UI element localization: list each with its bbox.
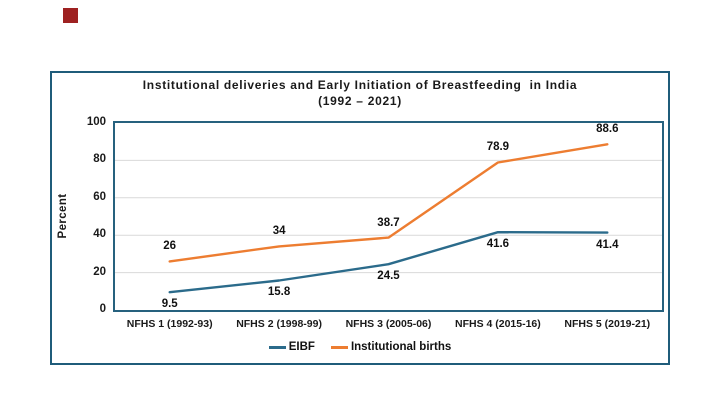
data-label: 41.6 bbox=[486, 238, 510, 251]
chart-title-line1: Institutional deliveries and Early Initi… bbox=[142, 78, 578, 92]
data-label: 24.5 bbox=[377, 270, 400, 283]
x-axis-label: NFHS 2 (1998-99) bbox=[236, 318, 322, 330]
x-axis-label: NFHS 4 (2015-16) bbox=[454, 318, 541, 330]
y-tick-label: 60 bbox=[93, 190, 106, 203]
data-label: 38.7 bbox=[377, 216, 400, 229]
legend-item-institutional-births: Institutional births bbox=[330, 341, 452, 353]
data-label: 78.9 bbox=[486, 141, 510, 154]
data-label: 34 bbox=[272, 225, 286, 238]
corner-square-decoration bbox=[63, 8, 78, 23]
data-label: 88.6 bbox=[596, 123, 619, 136]
series-line-eibf bbox=[168, 230, 609, 294]
y-tick-label: 100 bbox=[86, 116, 106, 128]
data-label: 41.4 bbox=[596, 238, 619, 251]
data-label: 9.5 bbox=[161, 298, 178, 311]
legend-label: Institutional births bbox=[350, 341, 452, 353]
y-tick-label: 80 bbox=[93, 153, 106, 166]
legend: EIBF Institutional births bbox=[50, 341, 670, 353]
legend-label: EIBF bbox=[288, 341, 315, 353]
series-line-institutional-births bbox=[168, 143, 609, 263]
legend-line-swatch bbox=[330, 345, 348, 349]
x-axis-label: NFHS 1 (1992-93) bbox=[126, 318, 213, 330]
chart-title-line2: (1992 – 2021) bbox=[318, 94, 402, 108]
data-label: 26 bbox=[163, 240, 177, 253]
x-axis-label: NFHS 5 (2019-21) bbox=[564, 318, 651, 330]
y-tick-label: 20 bbox=[93, 265, 106, 278]
legend-line-swatch bbox=[268, 345, 286, 349]
y-tick-label: 40 bbox=[93, 228, 106, 241]
chart-frame bbox=[50, 71, 670, 365]
x-axis-label: NFHS 3 (2005-06) bbox=[345, 318, 432, 330]
data-label: 15.8 bbox=[267, 286, 291, 299]
legend-item-eibf: EIBF bbox=[268, 341, 315, 353]
y-tick-label: 0 bbox=[99, 303, 106, 315]
